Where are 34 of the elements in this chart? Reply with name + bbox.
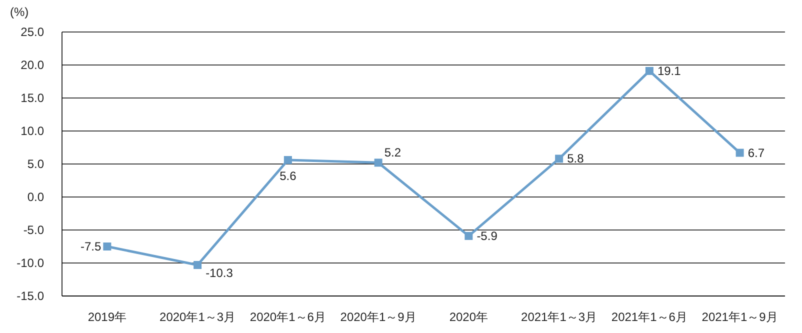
x-tick-label: 2020年1～9月 (340, 310, 416, 324)
x-tick-label: 2020年1～6月 (250, 310, 326, 324)
y-tick-label: -5.0 (23, 223, 44, 237)
data-label: 5.2 (384, 146, 402, 160)
x-tick-label: 2020年 (449, 310, 488, 324)
y-tick-label: -10.0 (16, 256, 44, 270)
y-tick-label: 20.0 (20, 58, 44, 72)
point (194, 260, 202, 269)
point (555, 154, 564, 163)
y-tick-label: 15.0 (20, 91, 44, 105)
y-tick-label: -15.0 (16, 289, 44, 303)
x-tick-label: 2021年1～6月 (611, 310, 688, 324)
point (374, 158, 382, 167)
y-tick-label: 10.0 (20, 124, 44, 138)
point (284, 156, 292, 164)
point (103, 242, 112, 250)
data-label: 5.6 (280, 169, 297, 184)
data-label: -10.3 (206, 266, 234, 280)
x-tick-label: 2019年 (88, 310, 127, 324)
y-axis-title: (%) (10, 5, 29, 19)
data-label: -5.9 (476, 228, 498, 243)
x-tick-label: 2021年1～3月 (521, 310, 598, 324)
data-label: 19.1 (657, 64, 682, 78)
data-label: 6.7 (748, 146, 765, 160)
y-tick-label: 5.0 (27, 157, 44, 171)
y-tick-label: 25.0 (20, 25, 44, 39)
data-label: 5.8 (567, 152, 584, 166)
x-tick-label: 2021年1～9月 (702, 310, 778, 324)
point (645, 66, 654, 75)
y-tick-label: 0.0 (27, 190, 44, 204)
point (736, 148, 744, 157)
point (464, 232, 473, 240)
x-tick-label: 2020年1～3月 (160, 310, 236, 324)
data-label: -7.5 (80, 240, 102, 254)
